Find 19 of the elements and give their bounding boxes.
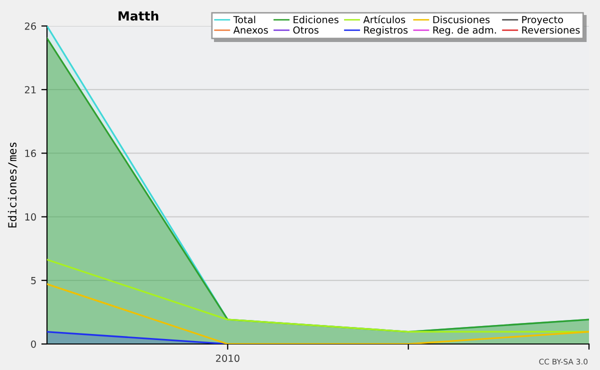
y-tick-label: 16 xyxy=(25,150,36,158)
y-tick-label: 10 xyxy=(25,213,36,221)
y-tick-label: 5 xyxy=(31,277,36,284)
legend-label: Otros xyxy=(293,26,318,34)
legend-label: Anexos xyxy=(233,26,268,34)
y-tick-label: 0 xyxy=(31,340,36,348)
x-tick-label: 2010 xyxy=(216,354,240,362)
y-tick-label: 26 xyxy=(24,22,36,30)
legend-label: Ediciones xyxy=(294,16,338,24)
chart-title: Matth xyxy=(118,10,158,21)
legend-label: Proyecto xyxy=(522,16,563,26)
y-tick-label: 21 xyxy=(24,86,36,94)
y-axis-title: Ediciones/mes xyxy=(8,142,18,228)
legend-label: Discusiones xyxy=(433,16,490,24)
legend-label: Reversiones xyxy=(522,26,580,34)
legend-label: Registros xyxy=(364,26,408,36)
legend-label: Total xyxy=(233,16,256,24)
legend-label: Reg. de adm. xyxy=(433,26,496,36)
legend-label: Artículos xyxy=(363,15,406,24)
